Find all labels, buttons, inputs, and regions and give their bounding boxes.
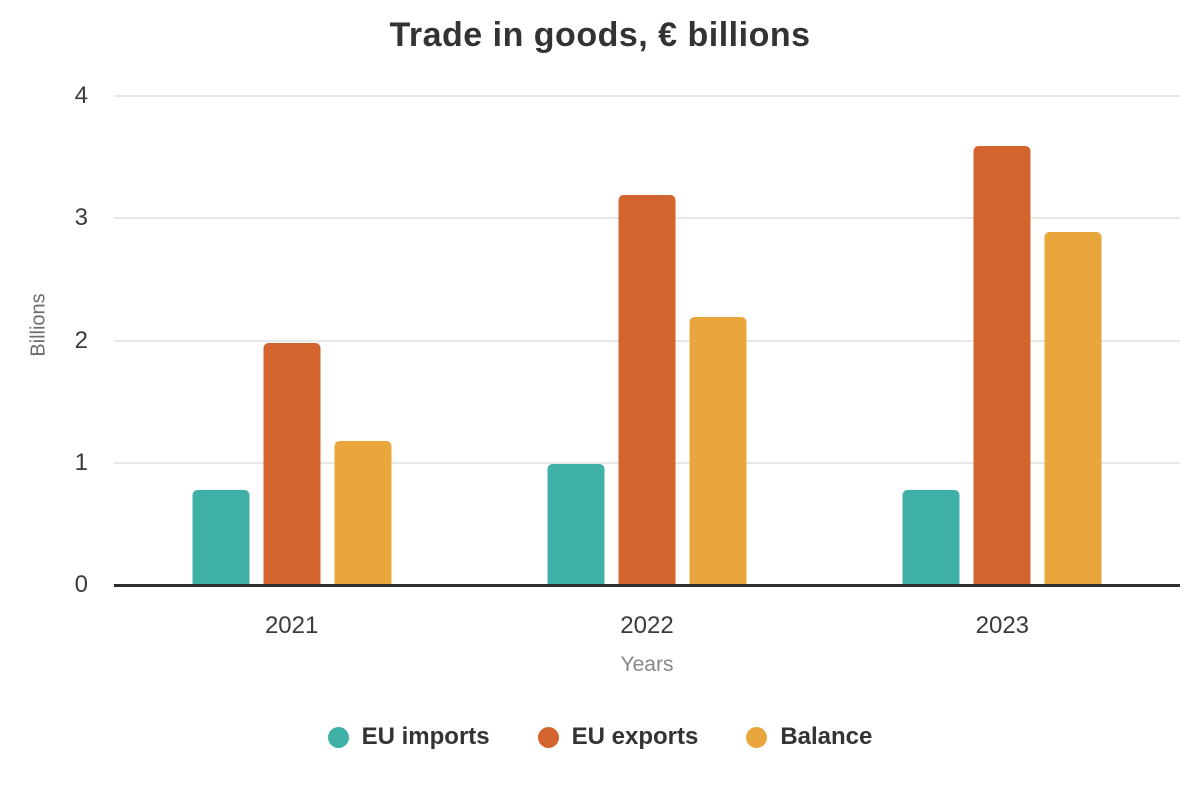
legend-item-balance[interactable]: Balance — [746, 723, 872, 751]
bar-group-2022 — [547, 195, 747, 585]
legend: EU imports EU exports Balance — [0, 723, 1200, 751]
chart-title: Trade in goods, € billions — [389, 16, 811, 54]
bar-balance-2021[interactable] — [334, 440, 392, 585]
y-tick-label-2: 2 — [74, 326, 88, 354]
legend-dot-eu-exports — [537, 726, 559, 748]
bar-group-2021 — [192, 342, 392, 585]
bar-eu-imports-2022[interactable] — [547, 463, 605, 585]
bar-eu-exports-2021[interactable] — [263, 342, 321, 585]
legend-item-eu-exports[interactable]: EU exports — [537, 723, 699, 751]
bar-eu-imports-2023[interactable] — [902, 489, 960, 585]
y-tick-label-0: 0 — [74, 571, 88, 598]
plot-area: 2021 2022 2023 — [114, 95, 1180, 639]
legend-dot-eu-imports — [327, 726, 349, 748]
y-tick-label-1: 1 — [74, 448, 88, 476]
bar-eu-imports-2021[interactable] — [192, 489, 250, 585]
legend-label-balance: Balance — [780, 723, 873, 750]
legend-label-eu-exports: EU exports — [571, 723, 699, 750]
bar-eu-exports-2023[interactable] — [973, 146, 1031, 585]
y-axis-ticks: 0 1 2 3 4 — [0, 84, 88, 597]
legend-item-eu-imports[interactable]: EU imports — [327, 723, 490, 751]
x-axis-title: Years — [620, 653, 674, 676]
bar-balance-2023[interactable] — [1044, 231, 1102, 585]
bar-group-2023 — [902, 146, 1102, 585]
legend-dot-balance — [746, 726, 768, 748]
y-tick-label-4: 4 — [74, 82, 88, 109]
bar-eu-exports-2022[interactable] — [618, 195, 676, 585]
legend-label-eu-imports: EU imports — [361, 723, 490, 750]
x-tick-label-2021: 2021 — [264, 612, 319, 639]
x-tick-label-2023: 2023 — [975, 612, 1030, 639]
x-axis-line — [114, 584, 1180, 587]
y-tick-label-3: 3 — [74, 204, 88, 232]
gridline-4 — [114, 95, 1180, 97]
bar-balance-2022[interactable] — [689, 317, 747, 585]
x-tick-label-2022: 2022 — [620, 612, 674, 639]
